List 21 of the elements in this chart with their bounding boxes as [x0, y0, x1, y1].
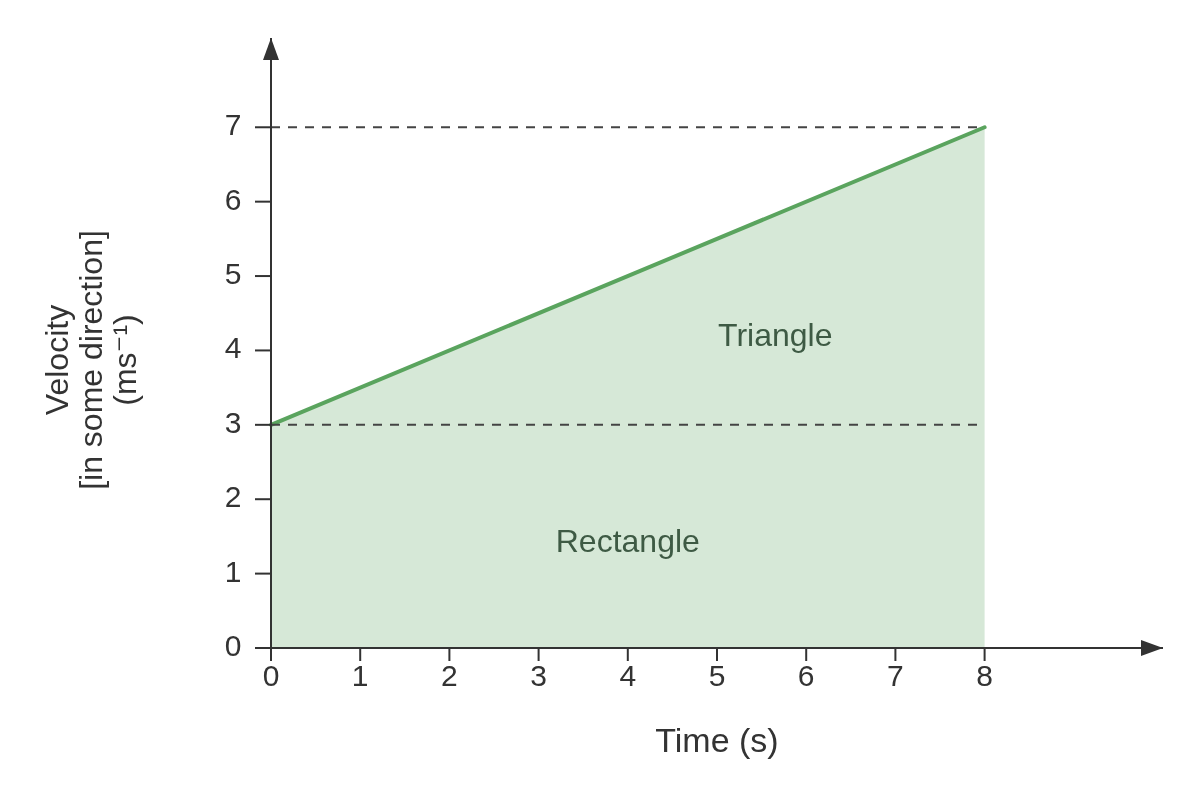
x-tick-label: 3 [530, 658, 547, 692]
y-tick-label: 4 [224, 331, 242, 365]
y-axis-title: Velocity [in some direction] (ms⁻¹) [39, 230, 143, 490]
y-tick-label: 3 [224, 405, 242, 439]
y-tick-label: 5 [224, 256, 242, 290]
x-tick-label: 6 [797, 658, 815, 692]
y-tick-label: 1 [224, 554, 242, 588]
x-tick-label: 0 [262, 658, 280, 692]
annotation: Rectangle [555, 522, 700, 559]
x-tick-label: 4 [619, 658, 637, 692]
x-tick-label: 5 [708, 658, 726, 692]
y-tick-label: 0 [224, 628, 242, 662]
y-tick-label: 6 [224, 182, 242, 216]
x-axis-title: Time (s) [655, 720, 779, 759]
y-tick-label: 2 [224, 480, 242, 514]
annotation: Triangle [718, 317, 833, 353]
x-tick-label: 7 [887, 658, 904, 692]
x-tick-label: 2 [441, 658, 458, 692]
x-tick-label: 1 [351, 658, 369, 692]
x-tick-label: 8 [976, 658, 993, 692]
y-tick-label: 7 [224, 108, 242, 142]
